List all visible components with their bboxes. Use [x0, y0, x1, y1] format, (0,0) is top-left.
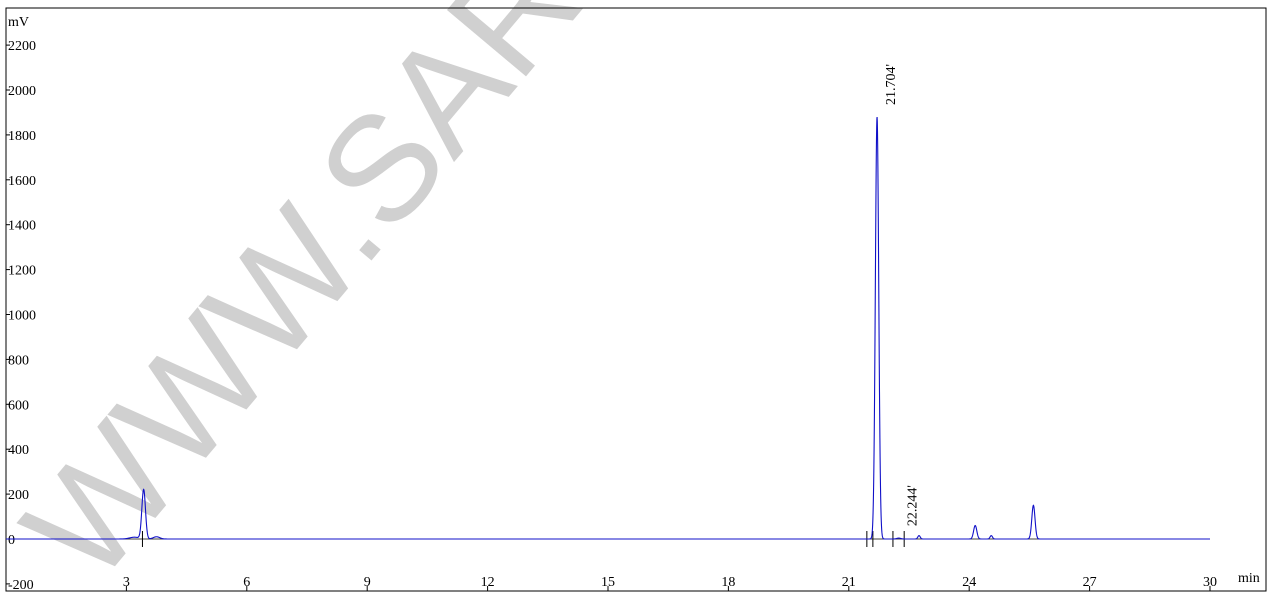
- x-tick-label-24: 24: [962, 575, 976, 590]
- y-tick-label-1600: 1600: [8, 174, 36, 189]
- x-tick-label-30: 30: [1203, 575, 1217, 590]
- x-tick-label-21: 21: [842, 575, 856, 590]
- y-tick-label-2200: 2200: [8, 39, 36, 54]
- y-tick-label-1000: 1000: [8, 309, 36, 324]
- x-tick-label-27: 27: [1083, 575, 1097, 590]
- y-tick-label-0: 0: [8, 533, 15, 548]
- series-trace: [6, 116, 1210, 540]
- x-tick-label-12: 12: [481, 575, 495, 590]
- peak-annotations: 21.704' 22.244': [884, 64, 921, 526]
- y-tick-label-200: 200: [8, 488, 29, 503]
- y-axis-label: mV: [8, 15, 29, 30]
- watermark: WWW.SARMS4: [0, 0, 811, 597]
- peak-label-1: 22.244': [906, 485, 921, 526]
- y-tick-label-2000: 2000: [8, 84, 36, 99]
- x-tick-label-15: 15: [601, 575, 615, 590]
- y-tick-label-800: 800: [8, 353, 29, 368]
- y-tick-label--200: -200: [8, 578, 34, 593]
- x-tick-label-9: 9: [364, 575, 371, 590]
- x-tick-label-3: 3: [123, 575, 130, 590]
- y-tick-label-1200: 1200: [8, 264, 36, 279]
- x-axis-label: min: [1238, 571, 1260, 586]
- svg-text:WWW.SARMS4: WWW.SARMS4: [0, 0, 811, 597]
- y-tick-label-600: 600: [8, 398, 29, 413]
- x-tick-label-18: 18: [721, 575, 735, 590]
- y-tick-label-1800: 1800: [8, 129, 36, 144]
- y-tick-label-400: 400: [8, 443, 29, 458]
- peak-label-0: 21.704': [884, 64, 899, 105]
- y-tick-label-1400: 1400: [8, 219, 36, 234]
- axes: 3 6 9 12 15 18 21 24 27 30 -200 0 200 400 600 800 1000 12…: [6, 39, 1217, 593]
- x-tick-label-6: 6: [243, 575, 250, 590]
